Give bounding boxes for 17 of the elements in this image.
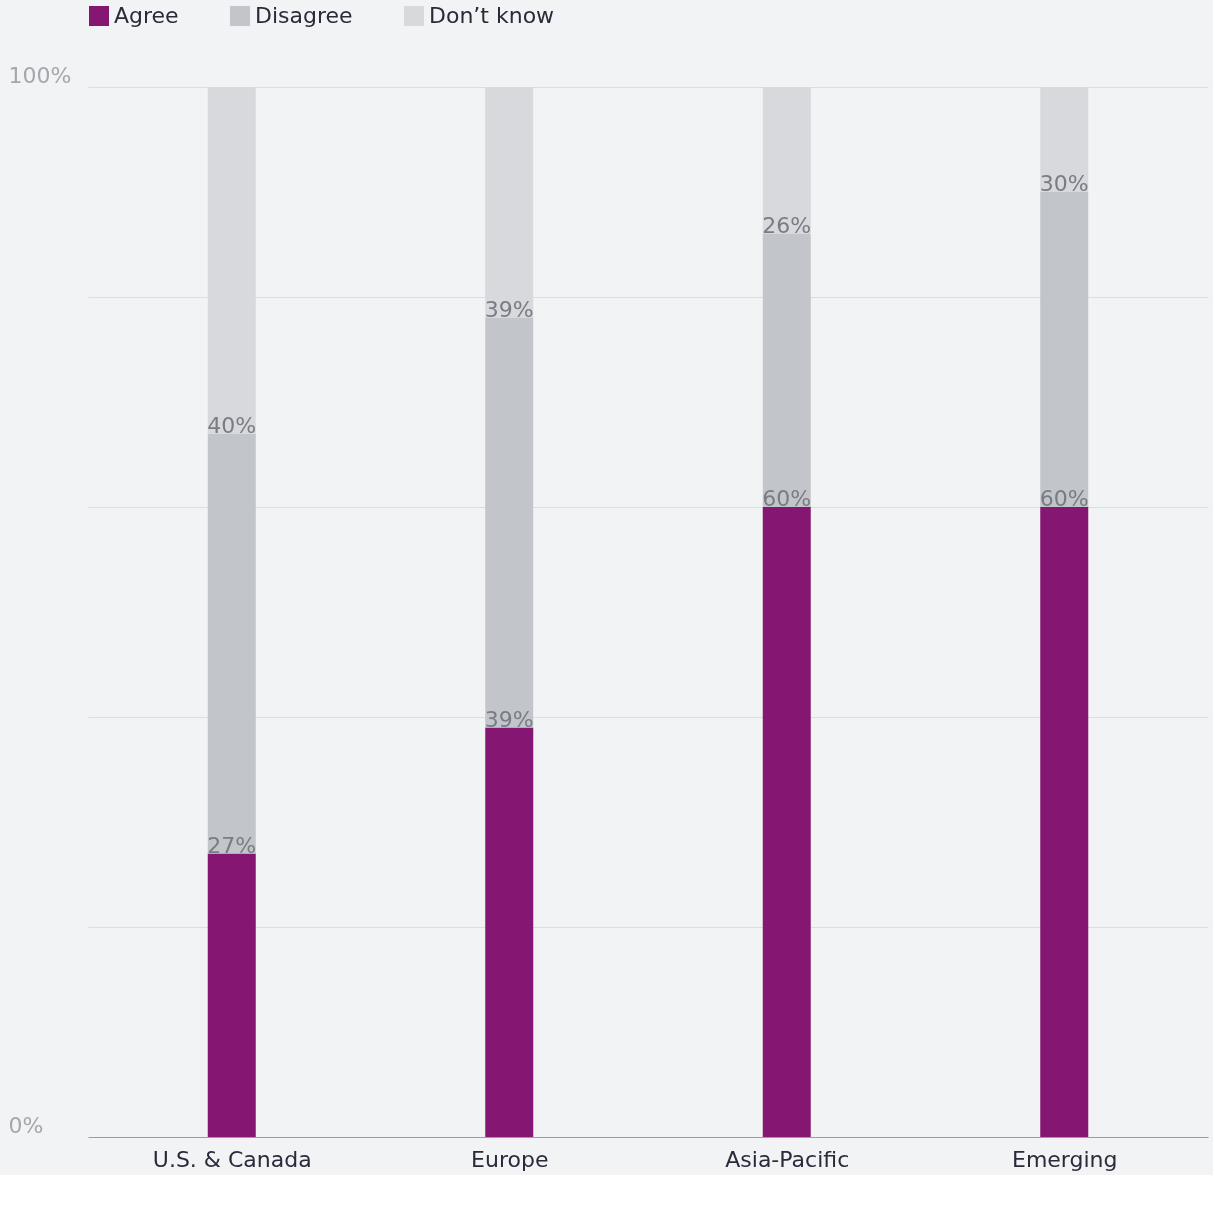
- legend-label: Don’t know: [429, 3, 555, 28]
- data-label: 40%: [207, 412, 257, 438]
- data-label: 39%: [484, 706, 534, 732]
- x-tick-label: Emerging: [1011, 1146, 1118, 1172]
- data-label: 27%: [207, 832, 257, 858]
- legend-label: Agree: [114, 3, 179, 28]
- x-tick-label: Asia-Pacific: [725, 1146, 850, 1172]
- legend-label: Disagree: [255, 3, 353, 28]
- y-tick-label: 100%: [8, 62, 72, 88]
- data-label: 39%: [484, 297, 534, 322]
- y-tick-label: 0%: [8, 1112, 44, 1138]
- data-label: 26%: [762, 213, 812, 238]
- x-tick-label: U.S. & Canada: [152, 1146, 312, 1172]
- x-tick-label: Europe: [471, 1146, 549, 1172]
- data-label: 60%: [1039, 486, 1089, 511]
- data-label: 60%: [762, 486, 812, 511]
- data-label: 30%: [1039, 171, 1089, 196]
